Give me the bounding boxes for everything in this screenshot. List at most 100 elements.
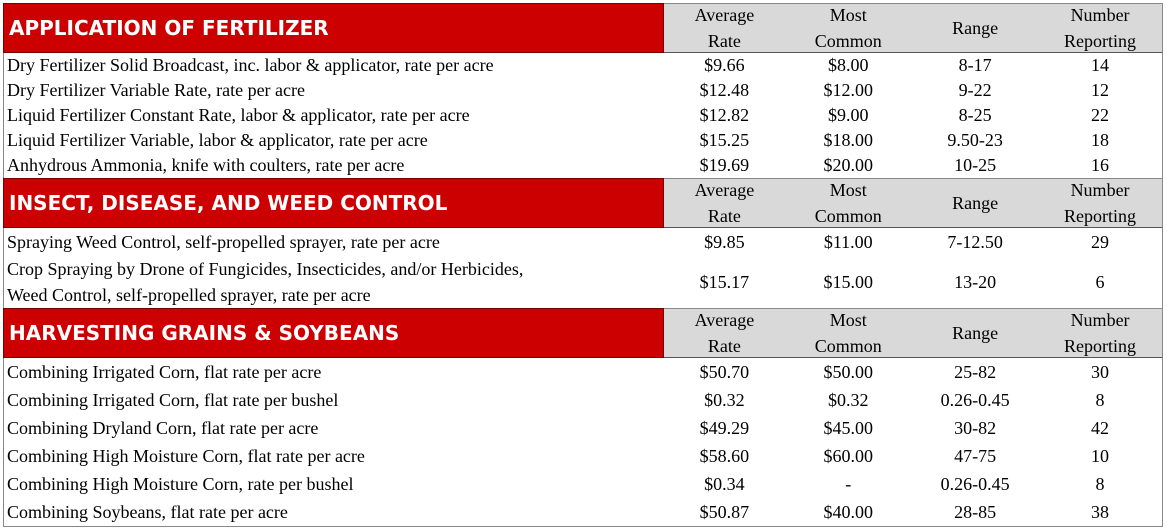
table-row: Combining Dryland Corn, flat rate per ac…: [4, 414, 1162, 442]
range: 0.26-0.45: [940, 474, 1010, 494]
col-header-number-reporting: Number Reporting: [1038, 3, 1163, 53]
row-label: Dry Fertilizer Variable Rate, rate per a…: [7, 80, 306, 100]
row-label: Combining Irrigated Corn, flat rate per …: [7, 390, 339, 410]
col-header-most-common: Most Common: [784, 178, 913, 228]
row-label: Dry Fertilizer Solid Broadcast, inc. lab…: [7, 55, 494, 75]
row-label: Combining Soybeans, flat rate per acre: [7, 502, 288, 522]
most-common: -: [845, 474, 852, 494]
average-rate: $9.66: [704, 55, 745, 75]
number-reporting: 42: [1091, 418, 1110, 438]
table-row: Crop Spraying by Drone of Fungicides, In…: [4, 256, 1162, 308]
number-reporting: 14: [1091, 55, 1110, 75]
range: 9-22: [958, 80, 992, 100]
table-row: Combining Irrigated Corn, flat rate per …: [4, 358, 1162, 386]
row-label: Liquid Fertilizer Variable, labor & appl…: [7, 130, 428, 150]
average-rate: $9.85: [704, 232, 745, 252]
range: 47-75: [954, 446, 997, 466]
table-row: Dry Fertilizer Variable Rate, rate per a…: [4, 78, 1162, 103]
section-rows-harvesting: Combining Irrigated Corn, flat rate per …: [3, 358, 1163, 527]
average-rate: $0.34: [704, 474, 745, 494]
range: 28-85: [954, 502, 997, 522]
average-rate: $19.69: [699, 155, 750, 175]
section-title: HARVESTING GRAINS & SOYBEANS: [3, 308, 665, 358]
number-reporting: 8: [1095, 390, 1105, 410]
number-reporting: 29: [1091, 232, 1110, 252]
range: 13-20: [954, 272, 997, 292]
row-label: Crop Spraying by Drone of Fungicides, In…: [4, 256, 664, 308]
section-rows-fertilizer: Dry Fertilizer Solid Broadcast, inc. lab…: [3, 53, 1163, 178]
most-common: $45.00: [823, 418, 874, 438]
most-common: $15.00: [823, 272, 874, 292]
row-label: Combining High Moisture Corn, rate per b…: [7, 474, 354, 494]
range: 9.50-23: [947, 130, 1003, 150]
section-title: APPLICATION OF FERTILIZER: [3, 3, 665, 53]
col-header-most-common: Most Common: [784, 3, 913, 53]
average-rate: $12.82: [699, 105, 750, 125]
row-label-line: Crop Spraying by Drone of Fungicides, In…: [7, 259, 524, 279]
range: 30-82: [954, 418, 997, 438]
section-header-harvesting: HARVESTING GRAINS & SOYBEANS Average Rat…: [3, 308, 1163, 358]
row-label: Combining Irrigated Corn, flat rate per …: [7, 362, 322, 382]
range: 7-12.50: [947, 232, 1003, 252]
number-reporting: 10: [1091, 446, 1110, 466]
col-header-most-common: Most Common: [784, 308, 913, 358]
table-row: Combining Soybeans, flat rate per acre $…: [4, 498, 1162, 526]
most-common: $9.00: [828, 105, 869, 125]
range: 25-82: [954, 362, 997, 382]
average-rate: $12.48: [699, 80, 750, 100]
table-row: Combining High Moisture Corn, flat rate …: [4, 442, 1162, 470]
most-common: $11.00: [823, 232, 873, 252]
table-row: Combining High Moisture Corn, rate per b…: [4, 470, 1162, 498]
most-common: $40.00: [823, 502, 874, 522]
col-header-average-rate: Average Rate: [664, 178, 785, 228]
col-header-average-rate: Average Rate: [664, 308, 785, 358]
row-label: Liquid Fertilizer Constant Rate, labor &…: [7, 105, 470, 125]
table-row: Spraying Weed Control, self-propelled sp…: [4, 228, 1162, 256]
most-common: $0.32: [828, 390, 869, 410]
section-header-fertilizer: APPLICATION OF FERTILIZER Average Rate M…: [3, 3, 1163, 53]
range: 10-25: [954, 155, 997, 175]
average-rate: $50.87: [699, 502, 750, 522]
row-label: Anhydrous Ammonia, knife with coulters, …: [7, 155, 405, 175]
row-label: Spraying Weed Control, self-propelled sp…: [7, 232, 440, 252]
most-common: $8.00: [828, 55, 869, 75]
table-row: Anhydrous Ammonia, knife with coulters, …: [4, 153, 1162, 178]
average-rate: $15.25: [699, 130, 750, 150]
number-reporting: 18: [1091, 130, 1110, 150]
rates-table: APPLICATION OF FERTILIZER Average Rate M…: [3, 3, 1163, 527]
most-common: $60.00: [823, 446, 874, 466]
col-header-average-rate: Average Rate: [664, 3, 785, 53]
range: 8-25: [958, 105, 992, 125]
row-label-line: Weed Control, self-propelled sprayer, ra…: [7, 285, 371, 305]
most-common: $50.00: [823, 362, 874, 382]
col-header-range: Range: [912, 178, 1039, 228]
average-rate: $58.60: [699, 446, 750, 466]
section-title: INSECT, DISEASE, AND WEED CONTROL: [3, 178, 665, 228]
average-rate: $49.29: [699, 418, 750, 438]
row-label: Combining High Moisture Corn, flat rate …: [7, 446, 365, 466]
number-reporting: 22: [1091, 105, 1110, 125]
table-row: Liquid Fertilizer Variable, labor & appl…: [4, 128, 1162, 153]
most-common: $12.00: [823, 80, 874, 100]
section-header-insect-disease-weed: INSECT, DISEASE, AND WEED CONTROL Averag…: [3, 178, 1163, 228]
number-reporting: 8: [1095, 474, 1105, 494]
col-header-range: Range: [912, 3, 1039, 53]
table-row: Combining Irrigated Corn, flat rate per …: [4, 386, 1162, 414]
number-reporting: 30: [1091, 362, 1110, 382]
average-rate: $0.32: [704, 390, 745, 410]
table-row: Liquid Fertilizer Constant Rate, labor &…: [4, 103, 1162, 128]
range: 0.26-0.45: [940, 390, 1010, 410]
number-reporting: 16: [1091, 155, 1110, 175]
col-header-number-reporting: Number Reporting: [1038, 308, 1163, 358]
col-header-range: Range: [912, 308, 1039, 358]
section-rows-insect-disease-weed: Spraying Weed Control, self-propelled sp…: [3, 228, 1163, 308]
range: 8-17: [958, 55, 992, 75]
number-reporting: 12: [1091, 80, 1110, 100]
most-common: $20.00: [823, 155, 874, 175]
table-row: Dry Fertilizer Solid Broadcast, inc. lab…: [4, 53, 1162, 78]
number-reporting: 6: [1095, 272, 1105, 292]
number-reporting: 38: [1091, 502, 1110, 522]
average-rate: $50.70: [699, 362, 750, 382]
col-header-number-reporting: Number Reporting: [1038, 178, 1163, 228]
row-label: Combining Dryland Corn, flat rate per ac…: [7, 418, 319, 438]
